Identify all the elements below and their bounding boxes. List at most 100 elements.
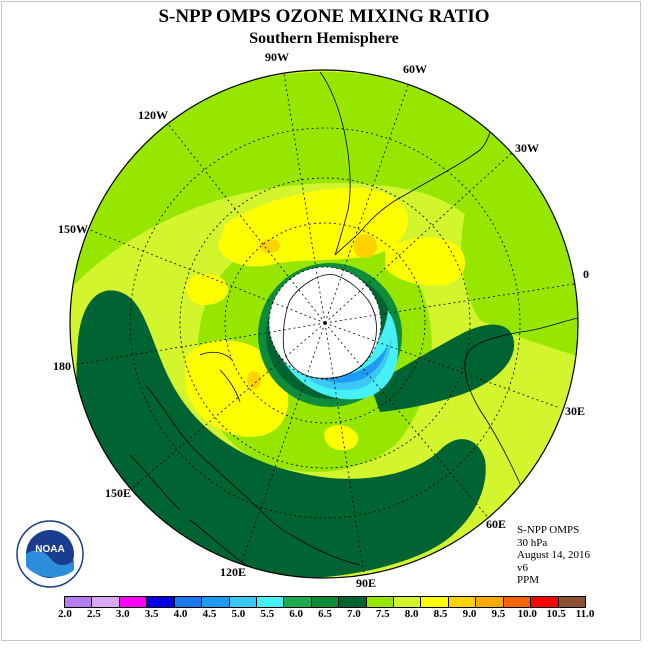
field-orange-blob-2 bbox=[353, 234, 377, 258]
colorbar-segment bbox=[119, 597, 148, 607]
lon-label-180: 180 bbox=[53, 359, 71, 373]
meridian-30e bbox=[324, 322, 561, 409]
africa-coastline bbox=[464, 317, 578, 521]
logo-wave-icon bbox=[26, 550, 74, 578]
lat-circle-2 bbox=[224, 222, 426, 424]
colorbar-segment bbox=[366, 597, 395, 607]
indonesia-coastline bbox=[129, 454, 251, 569]
colorbar-tick-label: 6.5 bbox=[318, 608, 332, 620]
lon-label-150w: 150W bbox=[58, 222, 88, 236]
info-level: 30 hPa bbox=[517, 536, 548, 549]
colorbar-tick-label: 3.0 bbox=[115, 608, 130, 620]
colorbar-segment bbox=[421, 597, 449, 607]
lon-label-30e: 30E bbox=[565, 404, 586, 418]
coastlines bbox=[129, 71, 578, 569]
map-title: S-NPP OMPS OZONE MIXING RATIO bbox=[158, 6, 490, 27]
field-dark-green-tongue bbox=[370, 324, 515, 412]
globe-outline bbox=[69, 69, 579, 579]
colorbar-segment bbox=[92, 597, 120, 607]
lon-label-30w: 30W bbox=[515, 141, 539, 155]
colorbar-tick-label: 7.0 bbox=[347, 608, 361, 620]
australia-coastline bbox=[144, 384, 361, 566]
map-subtitle: Southern Hemisphere bbox=[249, 30, 399, 47]
lat-circle-4 bbox=[129, 127, 521, 519]
lat-circle-1 bbox=[268, 266, 382, 380]
info-units: PPM bbox=[517, 574, 540, 586]
logo-text: NOAA bbox=[35, 544, 64, 555]
new-zealand-coastline bbox=[199, 351, 241, 403]
latitude-circles bbox=[129, 127, 521, 519]
meridian-150w bbox=[89, 229, 326, 324]
colorbar-tick-label: 10.5 bbox=[546, 608, 566, 620]
meridians bbox=[71, 70, 578, 578]
colorbar-tick-label: 4.5 bbox=[202, 608, 217, 620]
field-light-green-north bbox=[70, 71, 578, 330]
noaa-logo: NOAA bbox=[16, 520, 84, 588]
colorbar-tick-label: 6.0 bbox=[289, 608, 303, 620]
colorbar-segment bbox=[229, 597, 257, 607]
field-blue-crescent bbox=[292, 338, 392, 391]
lon-label-60w: 60W bbox=[403, 62, 427, 76]
colorbar-tick-label: 7.5 bbox=[375, 608, 390, 620]
field-yellow-west bbox=[186, 273, 229, 306]
lon-label-150e: 150E bbox=[105, 486, 132, 500]
colorbar-tick-label: 10.0 bbox=[517, 608, 537, 620]
meridian-90w bbox=[282, 70, 326, 324]
colorbar-segment bbox=[174, 597, 203, 607]
colorbar-tick-label: 2.5 bbox=[87, 608, 101, 620]
colorbar-tick-label: 3.5 bbox=[144, 608, 159, 620]
field-yellow-southwest bbox=[185, 340, 289, 437]
lon-label-120e: 120E bbox=[220, 565, 247, 579]
field-orange-blob-3 bbox=[247, 371, 261, 389]
colorbar-segment bbox=[476, 597, 504, 607]
lat-circle-3 bbox=[179, 177, 471, 469]
lon-label-0: 0 bbox=[583, 267, 589, 281]
colorbar-segment bbox=[531, 597, 559, 607]
field-yellow-northeast bbox=[385, 237, 465, 286]
lon-label-60e: 60E bbox=[486, 517, 507, 531]
colorbar-tick-label: 5.5 bbox=[260, 608, 275, 620]
colorbar-segment bbox=[394, 597, 422, 607]
colorbar-tick-label: 9.0 bbox=[462, 608, 477, 620]
colorbar-tick-label: 8.5 bbox=[433, 608, 448, 620]
lon-label-90w: 90W bbox=[265, 50, 289, 64]
field-dark-green-band bbox=[76, 290, 486, 578]
colorbar-segment bbox=[202, 597, 230, 607]
meridian-0 bbox=[324, 282, 578, 324]
colorbar-tick-label: 8.0 bbox=[404, 608, 419, 620]
info-block: S-NPP OMPS 30 hPa August 14, 2016 v6 PPM bbox=[517, 524, 590, 587]
colorbar bbox=[64, 596, 586, 608]
colorbar-tick-label: 4.0 bbox=[173, 608, 188, 620]
info-instrument: S-NPP OMPS bbox=[517, 524, 580, 536]
meridian-120e bbox=[239, 322, 326, 569]
colorbar-tick-label: 9.5 bbox=[491, 608, 506, 620]
field-orange-blob-1 bbox=[260, 239, 280, 253]
colorbar-tick-label: 5.0 bbox=[231, 608, 246, 620]
south-america-coastline bbox=[319, 71, 494, 256]
field-light-green-east bbox=[461, 194, 578, 360]
colorbar-segment bbox=[558, 597, 586, 607]
antarctica-coastline bbox=[282, 274, 377, 379]
colorbar-segment bbox=[65, 597, 93, 607]
colorbar-segment bbox=[256, 597, 285, 607]
meridian-120w bbox=[164, 119, 326, 324]
lon-label-120w: 120W bbox=[138, 108, 168, 122]
info-date: August 14, 2016 bbox=[517, 549, 591, 561]
meridian-90e bbox=[324, 322, 366, 578]
colorbar-tick-label: 11.0 bbox=[575, 608, 595, 620]
colorbar-ticks: 2.0 2.5 3.0 3.5 4.0 4.5 5.0 5.5 6.0 6.5 7.0 7.5 8.0 8… bbox=[0, 608, 648, 624]
colorbar-segment bbox=[339, 597, 367, 607]
colorbar-segment bbox=[448, 597, 477, 607]
colorbar-segment bbox=[284, 597, 312, 607]
colorbar-segment bbox=[311, 597, 340, 607]
colorbar-segment bbox=[503, 597, 532, 607]
colorbar-tick-label: 2.0 bbox=[58, 608, 72, 620]
field-yellow-south bbox=[324, 425, 359, 451]
south-pole-marker bbox=[323, 321, 327, 325]
figure-border bbox=[1, 1, 641, 641]
lon-label-90e: 90E bbox=[356, 576, 377, 590]
info-version: v6 bbox=[517, 561, 528, 574]
